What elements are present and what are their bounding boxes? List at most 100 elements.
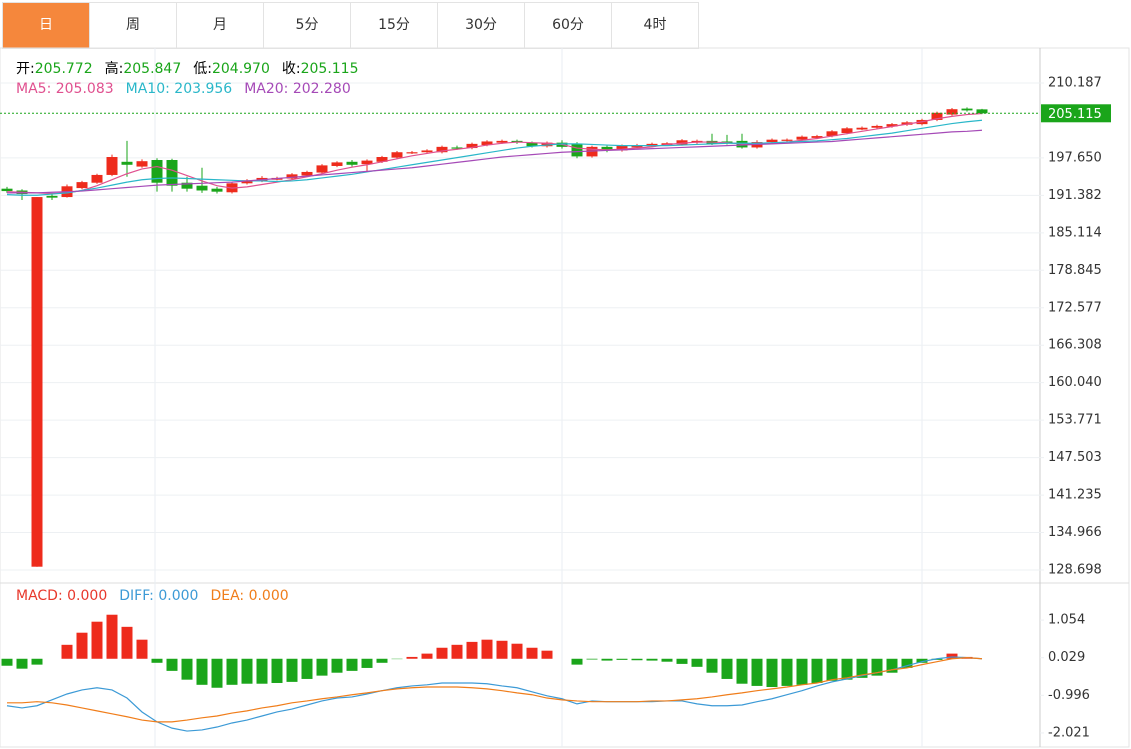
legend-value: 0.000 [67, 588, 108, 604]
candle-body [391, 152, 403, 158]
tab[interactable]: 日 [3, 3, 90, 48]
y-tick-label: -2.021 [1048, 725, 1090, 740]
macd-bar [451, 644, 463, 659]
last-price-label: 205.115 [1048, 107, 1102, 122]
macd-bar [346, 658, 358, 671]
y-tick-label: 128.698 [1048, 562, 1102, 577]
tab[interactable]: 5分 [264, 3, 351, 48]
macd-bar [271, 658, 283, 683]
macd-bar [871, 658, 883, 676]
period-tabs: 日周月 5分 15分 30分 60分 4时 [2, 2, 699, 49]
y-tick-label: 1.054 [1048, 613, 1085, 628]
quote-label: 收: [281, 61, 301, 77]
candle-body [46, 195, 58, 198]
macd-bar [466, 641, 478, 659]
macd-bar [241, 658, 253, 684]
candle-body [466, 143, 478, 149]
macd-bar [661, 658, 673, 662]
quote-item: 低:204.970 [193, 58, 270, 78]
macd-bar [781, 658, 793, 686]
legend-value: 203.956 [174, 81, 233, 97]
candle-body [301, 171, 313, 176]
candle-body [976, 109, 988, 114]
macd-bar [121, 626, 133, 659]
candle-body [616, 145, 628, 151]
candle-body [166, 159, 178, 186]
quote-value: 205.115 [300, 61, 359, 77]
y-tick-label: 153.771 [1048, 413, 1102, 428]
candle-body [31, 197, 43, 567]
macd-bar [76, 632, 88, 659]
candle-body [931, 112, 943, 120]
macd-bar [316, 658, 328, 676]
candle-body [496, 140, 508, 143]
legend-item: MA20: 202.280 [244, 81, 351, 97]
y-tick-label: 134.966 [1048, 525, 1102, 540]
macd-bar [31, 658, 43, 665]
candle-body [331, 162, 343, 166]
macd-bar [301, 658, 313, 679]
legend-item: MA10: 203.956 [126, 81, 233, 97]
candle-body [841, 128, 853, 134]
quote-legend: 开:205.772 高:205.847 低:204.970 收:205.115 [16, 58, 359, 78]
macd-bar [136, 639, 148, 659]
legend-name: MA20: [244, 81, 289, 97]
macd-bar [841, 658, 853, 680]
candle-body [421, 150, 433, 153]
quote-label: 开: [16, 61, 35, 77]
tab[interactable]: 60分 [525, 3, 612, 48]
candle-body [196, 185, 208, 191]
candle-body [526, 142, 538, 147]
macd-bar [181, 658, 193, 680]
candle-body [361, 160, 373, 165]
quote-value: 205.847 [123, 61, 182, 77]
macd-bar [436, 647, 448, 659]
legend-item: MACD: 0.000 [16, 588, 107, 604]
candle-body [136, 161, 148, 167]
quote-item: 开:205.772 [16, 58, 93, 78]
macd-bar [526, 647, 538, 659]
indicator-line [6, 656, 983, 732]
candle-body [481, 141, 493, 146]
candle-body [346, 161, 358, 165]
macd-bar [91, 621, 103, 659]
tab[interactable]: 30分 [438, 3, 525, 48]
macd-bar [721, 658, 733, 679]
candle-body [406, 152, 418, 154]
quote-value: 204.970 [211, 61, 270, 77]
macd-bar [901, 658, 913, 668]
macd-bar [886, 658, 898, 673]
y-tick-label: 160.040 [1048, 375, 1102, 390]
tab[interactable]: 月 [177, 3, 264, 48]
candle-body [151, 159, 163, 183]
macd-bar [736, 658, 748, 684]
indicator-line [7, 657, 983, 723]
tab[interactable]: 15分 [351, 3, 438, 48]
legend-item: DIFF: 0.000 [119, 588, 198, 604]
candle-body [571, 143, 583, 157]
tab[interactable]: 4时 [612, 3, 699, 48]
y-tick-label: 210.187 [1048, 75, 1102, 90]
y-tick-label: 172.577 [1048, 300, 1102, 315]
y-tick-label: 147.503 [1048, 450, 1102, 465]
candle-body [76, 182, 88, 189]
macd-bar [61, 644, 73, 659]
candle-body [316, 165, 328, 173]
quote-item: 收:205.115 [282, 58, 359, 78]
candle-body [586, 146, 598, 157]
quote-label: 高: [104, 61, 124, 77]
y-tick-label: 178.845 [1048, 263, 1102, 278]
candle-body [886, 124, 898, 127]
y-tick-label: 185.114 [1048, 225, 1102, 240]
candle-body [871, 125, 883, 128]
candle-body [946, 109, 958, 115]
y-tick-label: 197.650 [1048, 150, 1102, 165]
macd-bar [166, 658, 178, 671]
macd-bar [226, 658, 238, 685]
macd-bar [811, 658, 823, 683]
macd-bar [616, 658, 628, 660]
macd-bar [796, 658, 808, 685]
last-price-box [1041, 104, 1111, 123]
tab[interactable]: 周 [90, 3, 177, 48]
macd-bar [196, 658, 208, 685]
